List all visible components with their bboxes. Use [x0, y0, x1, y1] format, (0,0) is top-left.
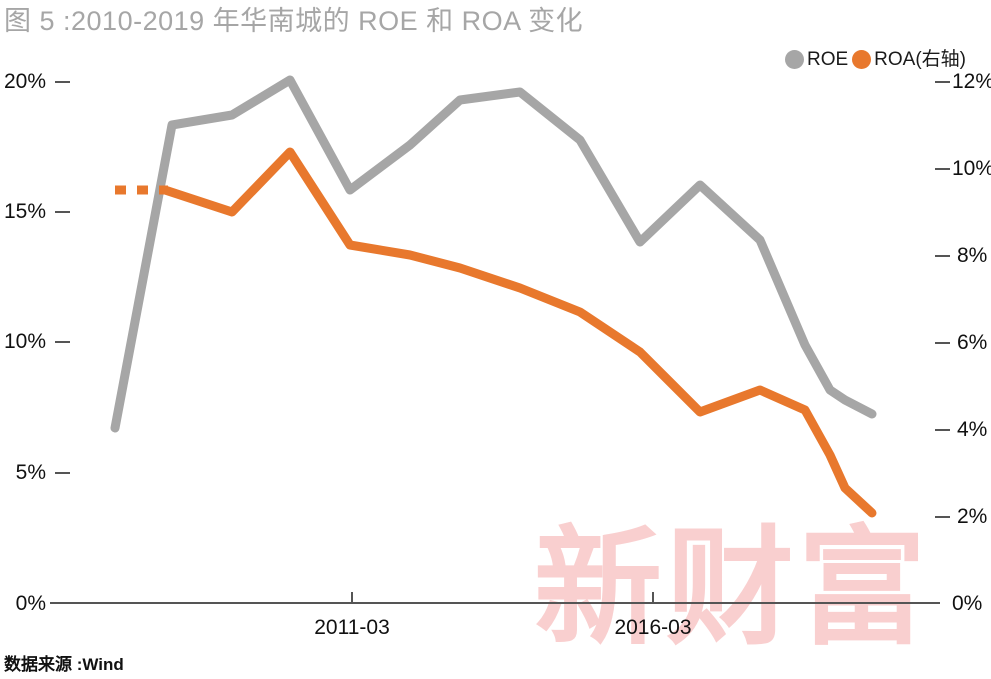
- legend-dot-roa: [852, 50, 872, 69]
- y-axis-tick-5: [55, 472, 70, 474]
- chart-legend: ROE ROA(右轴): [784, 49, 966, 70]
- x-axis-label-2011: 2011-03: [314, 616, 390, 639]
- y-axis-tick-15: [55, 211, 70, 213]
- y2-axis-label-0: 0%: [952, 592, 983, 615]
- y2-axis-tick-2: [935, 516, 950, 518]
- series-line-roe: [110, 75, 877, 433]
- y-axis-tick-10: [55, 341, 70, 343]
- y2-axis-tick-10: [935, 168, 950, 170]
- y-axis-label-0: 0%: [15, 592, 46, 615]
- y-axis-label-20: 20%: [3, 70, 46, 93]
- y2-axis-label-10: 10%: [952, 157, 991, 180]
- y2-axis-label-4: 4%: [957, 418, 988, 441]
- y-axis-label-10: 10%: [3, 330, 46, 353]
- legend-label-roa: ROA(右轴): [874, 49, 966, 70]
- x-axis-label-2016: 2016-03: [614, 616, 692, 639]
- y2-axis-label-8: 8%: [957, 244, 988, 267]
- y-axis-tick-20: [55, 81, 70, 83]
- legend-item-roe: ROE: [784, 49, 849, 70]
- y2-axis-tick-12: [935, 81, 950, 83]
- legend-item-roa: ROA(右轴): [852, 50, 966, 69]
- y2-axis-label-12: 12%: [952, 70, 991, 93]
- y-axis-label-15: 15%: [3, 200, 46, 223]
- y-axis-label-5: 5%: [15, 461, 46, 484]
- legend-label-roe: ROE: [806, 49, 849, 70]
- y2-axis-label-6: 6%: [957, 331, 988, 354]
- page-title: 图 5 :2010-2019 年华南城的 ROE 和 ROA 变化: [4, 6, 584, 36]
- series-line-roa: [160, 147, 877, 518]
- legend-dot-roe: [784, 50, 804, 69]
- y2-axis-label-2: 2%: [957, 505, 988, 528]
- watermark: 新财富: [534, 513, 931, 663]
- y2-axis-tick-6: [935, 342, 950, 344]
- y2-axis-tick-4: [935, 429, 950, 431]
- y2-axis-tick-8: [935, 255, 950, 257]
- source-note: 数据来源 :Wind: [4, 655, 124, 674]
